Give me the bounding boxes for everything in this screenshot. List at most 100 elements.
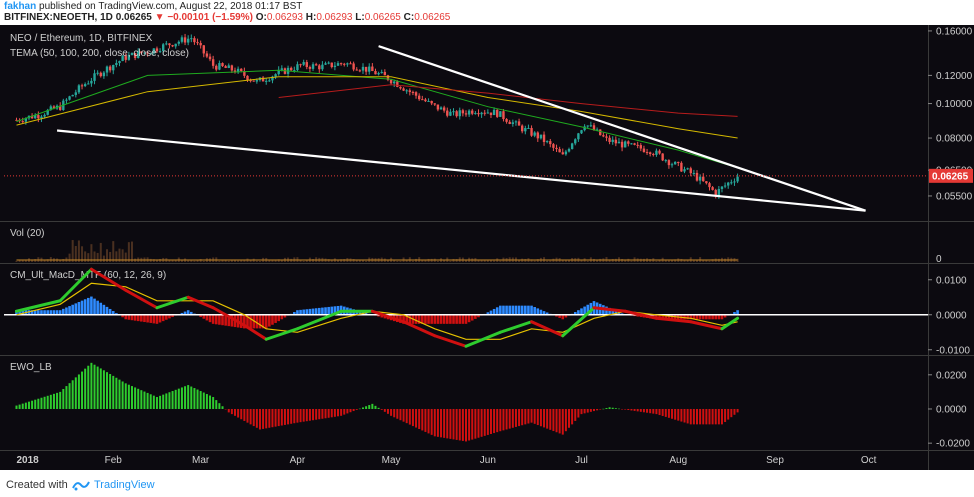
ewo-bar [696, 408, 698, 425]
ewo-bar [664, 408, 667, 417]
ewo-bar [443, 408, 446, 438]
macd-hist-bar [333, 306, 337, 315]
candle-body [496, 109, 499, 117]
ewo-bar [568, 408, 571, 428]
ewo-bar [77, 374, 80, 409]
macd-hist-bar [183, 311, 187, 315]
ewo-bar [134, 387, 137, 409]
macd-hist-bar [420, 314, 424, 324]
ewo-bar [84, 368, 87, 409]
volume-bar [411, 260, 414, 262]
candle-body [155, 48, 159, 52]
candle-body [349, 63, 352, 65]
volume-bar [224, 259, 227, 262]
last-price-tag [929, 168, 973, 183]
macd-hist-bar [695, 314, 699, 320]
volume-bar [227, 260, 230, 262]
macd-hist-bar [689, 314, 693, 320]
candle-body [455, 111, 458, 117]
candle-body [464, 113, 468, 115]
macd-hist-bar [83, 299, 87, 315]
candle-body [677, 161, 680, 163]
ewo-bar [452, 408, 455, 440]
macd-hist-bar [408, 314, 412, 324]
candle-body [486, 112, 490, 114]
ewo-bar [258, 408, 261, 430]
macd-hist-bar [133, 314, 137, 321]
macd-hist-bar [714, 314, 718, 320]
tradingview-logo-icon[interactable] [72, 479, 90, 491]
macd-hist-bar [717, 314, 721, 320]
ewo-bar [471, 408, 474, 440]
ewo-bar [37, 398, 40, 409]
ewo-bar [333, 408, 336, 417]
candle-body [686, 168, 689, 170]
candle-body [474, 113, 477, 115]
candle-body [670, 164, 674, 166]
macd-hist-bar [280, 314, 284, 320]
macd-hist-bar [105, 306, 109, 315]
candle-body [389, 79, 393, 84]
macd-hist-bar [661, 314, 664, 320]
candle-body [527, 127, 530, 129]
x-tick-label: Oct [861, 455, 877, 466]
y-tick-label: 0.0100 [936, 275, 967, 286]
ewo-bar [368, 405, 371, 409]
macd-hist-bar [449, 314, 452, 324]
ewo-bar [711, 408, 714, 425]
ewo-bar [321, 408, 324, 419]
ewo-bar [599, 408, 602, 410]
tradingview-link[interactable]: TradingView [94, 479, 155, 491]
ewo-bar [252, 408, 255, 427]
ewo-bar [315, 408, 318, 420]
macd-hist-bar [711, 314, 714, 320]
macd-line-segment [689, 320, 724, 331]
candle-body [730, 182, 733, 184]
volume-bar [62, 259, 65, 262]
ewo-bar [733, 408, 736, 415]
ewo-bar [34, 399, 37, 409]
candle-body [549, 141, 552, 145]
ewo-bar [99, 368, 102, 409]
volume-bar [174, 259, 177, 262]
macd-line-segment [186, 295, 215, 310]
author-link[interactable]: fakhan [4, 1, 37, 12]
candle-body [383, 71, 387, 76]
candle-body [467, 110, 471, 115]
candle-body [361, 66, 365, 71]
macd-hist-bar [514, 305, 518, 315]
ewo-bar [446, 408, 449, 439]
candle-body [130, 53, 134, 56]
ewo-bar [290, 408, 293, 424]
candle-body [655, 150, 658, 155]
ewo-bar [383, 408, 386, 412]
macd-hist-bar [246, 314, 249, 329]
macd-hist-bar [505, 305, 508, 315]
candle-body [243, 71, 246, 76]
candle-body [339, 63, 343, 65]
candle-body [193, 38, 196, 43]
ewo-bar [308, 408, 311, 421]
ewo-bar [611, 407, 614, 409]
macd-line-segment [592, 306, 627, 313]
macd-hist-bar [62, 308, 65, 315]
ewo-bar [21, 403, 24, 409]
candle-body [327, 62, 330, 64]
macd-hist-bar [96, 300, 99, 315]
macd-hist-bar [283, 314, 287, 318]
ewo-bar [418, 408, 421, 430]
candle-body [639, 145, 643, 149]
macd-hist-bar [80, 300, 84, 315]
candle-body [180, 37, 184, 42]
candle-body [580, 130, 583, 134]
macd-hist-bar [561, 314, 565, 320]
y-tick-label: 0.10000 [936, 99, 973, 110]
ewo-bar [533, 408, 536, 424]
volume-bar [630, 260, 633, 262]
chart-canvas[interactable]: 2018 Feb Mar Apr May Jun Jul Aug Sep Oct 0.16000 0.… [0, 25, 974, 470]
macd-hist-bar [130, 314, 134, 321]
candle-body [52, 106, 56, 109]
ewo-bar [393, 408, 396, 418]
candle-body [318, 65, 321, 70]
volume-bar [561, 259, 564, 262]
